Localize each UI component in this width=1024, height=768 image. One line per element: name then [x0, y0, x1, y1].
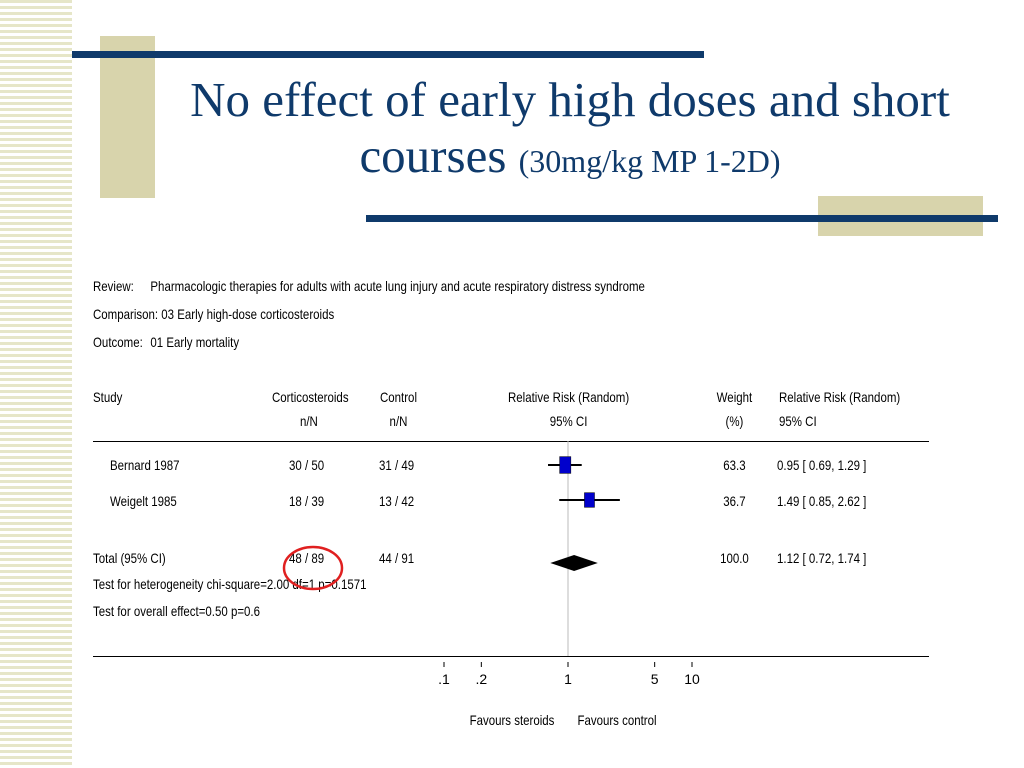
row-control-weigelt: 13 / 42 [379, 493, 415, 509]
footer-rule [93, 656, 929, 657]
row-cortico-weigelt: 18 / 39 [289, 493, 325, 509]
x-label-favours-steroids: Favours steroids [470, 712, 555, 728]
row-control-total: 44 / 91 [379, 550, 415, 566]
row-ci-bernard: 0.95 [ 0.69, 1.29 ] [777, 457, 867, 473]
row-weight-weigelt: 36.7 [723, 493, 746, 509]
x-tick-label-5: 10 [684, 671, 700, 687]
meta-review: Review: Pharmacologic therapies for adult… [93, 278, 645, 294]
header-control-line1: Control [379, 389, 418, 405]
x-tick-label-3: 1 [564, 671, 572, 687]
row-ci-total: 1.12 [ 0.72, 1.74 ] [777, 550, 867, 566]
header-rr-plot-line1: Relative Risk (Random) [507, 389, 630, 405]
decor-block-left [100, 36, 155, 198]
header-control-line2: n/N [389, 413, 408, 429]
header-rr-ci-line1: Relative Risk (Random) [779, 389, 901, 405]
row-weight-total: 100.0 [720, 550, 749, 566]
meta-comparison: Comparison: 03 Early high-dose corticost… [93, 306, 334, 322]
meta-comparison-label: Comparison: [93, 306, 159, 322]
header-study: Study [93, 389, 123, 405]
row-study-weigelt: Weigelt 1985 [110, 493, 177, 509]
study-marker-2 [584, 492, 595, 508]
header-weight: Weight (%) [716, 388, 753, 430]
test-heterogeneity: Test for heterogeneity chi-square=2.00 d… [93, 576, 367, 592]
slide-title-main: No effect of early high doses and short … [190, 72, 950, 183]
slide-title: No effect of early high doses and short … [130, 72, 1010, 189]
pooled-diamond [550, 555, 598, 571]
header-corticosteroids-line1: Corticosteroids [272, 389, 349, 405]
meta-outcome-value: 01 Early mortality [150, 334, 240, 350]
meta-comparison-value: 03 Early high-dose corticosteroids [161, 306, 335, 322]
header-rr-plot-line2: 95% CI [549, 413, 588, 429]
test-overall-effect: Test for overall effect=0.50 p=0.6 [93, 603, 260, 619]
row-ci-weigelt: 1.49 [ 0.85, 2.62 ] [777, 493, 867, 509]
x-tick-label-4: 5 [651, 671, 659, 687]
header-weight-line1: Weight [716, 389, 753, 405]
x-tick-label-1: .1 [438, 671, 450, 687]
decor-line-top [72, 51, 704, 58]
row-weight-bernard: 63.3 [723, 457, 746, 473]
decorative-stripes [0, 0, 72, 768]
row-cortico-total: 48 / 89 [289, 550, 325, 566]
row-study-bernard: Bernard 1987 [110, 457, 180, 473]
header-rule [93, 441, 929, 442]
slide-title-sub: (30mg/kg MP 1-2D) [518, 143, 781, 179]
header-relative-risk-plot: Relative Risk (Random) 95% CI [503, 388, 634, 430]
meta-review-value: Pharmacologic therapies for adults with … [150, 278, 645, 294]
header-weight-line2: (%) [725, 413, 744, 429]
header-relative-risk-ci: Relative Risk (Random) 95% CI [779, 388, 900, 430]
x-label-favours-control: Favours control [577, 712, 656, 728]
header-rr-ci-line2: 95% CI [779, 413, 817, 429]
row-study-total: Total (95% CI) [93, 550, 166, 566]
header-corticosteroids-line2: n/N [299, 413, 318, 429]
meta-review-label: Review: [93, 278, 134, 294]
header-corticosteroids: Corticosteroids n/N [272, 388, 349, 430]
decor-line-bottom [366, 215, 998, 222]
row-control-bernard: 31 / 49 [379, 457, 415, 473]
header-control: Control n/N [378, 388, 419, 430]
x-tick-label-2: .2 [475, 671, 487, 687]
row-cortico-bernard: 30 / 50 [289, 457, 325, 473]
meta-outcome-label: Outcome: [93, 334, 143, 350]
study-marker-1 [559, 456, 572, 474]
meta-outcome: Outcome: 01 Early mortality [93, 334, 239, 350]
